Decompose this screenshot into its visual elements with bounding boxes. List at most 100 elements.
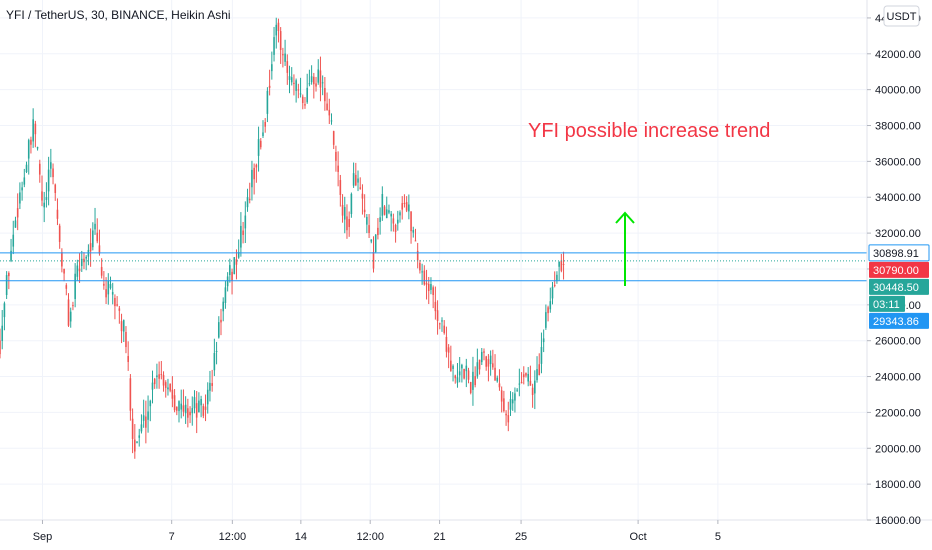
candle-body <box>19 192 21 204</box>
candle-body <box>156 375 158 378</box>
time-tick-label: Oct <box>630 531 647 543</box>
candle-body <box>359 187 362 189</box>
candle-body <box>485 356 487 367</box>
candle-body <box>361 193 364 199</box>
candle-body <box>160 374 163 376</box>
candle-body <box>374 234 377 252</box>
candle-body <box>67 299 70 326</box>
candle-body <box>343 207 346 220</box>
candle-body <box>383 206 386 215</box>
candle-body <box>341 204 344 216</box>
candle-body <box>297 89 300 91</box>
candle-body <box>335 151 337 161</box>
candle-body <box>52 168 54 178</box>
candle-body <box>560 260 563 271</box>
candle-body <box>83 258 85 263</box>
candle-body <box>447 347 450 353</box>
candle-body <box>388 210 390 213</box>
candle-body <box>463 368 465 379</box>
candle-body <box>3 303 6 318</box>
candle-body <box>1 325 4 341</box>
candle-body <box>381 194 384 216</box>
candle-body <box>514 393 516 401</box>
candle-body <box>30 139 32 145</box>
price-badge <box>869 261 929 278</box>
candle-body <box>125 332 127 348</box>
price-tick-label: 42000.00 <box>875 49 921 61</box>
candle-body <box>195 403 198 418</box>
candle-body <box>176 406 178 411</box>
time-tick-label: 25 <box>515 531 527 543</box>
candle-body <box>43 202 45 208</box>
candle-body <box>271 64 273 72</box>
candle-body <box>8 272 10 277</box>
candle-body <box>536 369 538 381</box>
candle-body <box>78 268 81 272</box>
candle-body <box>153 378 156 385</box>
candle-body <box>483 351 485 353</box>
time-tick-label: 12:00 <box>356 531 384 543</box>
candle-body <box>120 321 123 332</box>
candle-body <box>494 367 496 381</box>
candle-body <box>116 304 118 306</box>
candle-body <box>518 383 521 385</box>
candle-body <box>408 204 410 212</box>
candle-body <box>229 265 231 276</box>
candle-body <box>94 223 96 230</box>
candle-body <box>21 187 23 191</box>
candle-body <box>282 54 284 56</box>
candle-body <box>12 234 15 247</box>
candle-body <box>169 383 171 391</box>
candle-body <box>372 252 375 269</box>
candle-body <box>63 268 65 274</box>
candle-body <box>562 263 565 265</box>
candle-body <box>50 162 52 169</box>
annotation-text[interactable]: YFI possible increase trend <box>528 120 770 142</box>
time-tick-label: 7 <box>169 531 175 543</box>
candle-body <box>540 347 543 364</box>
candle-body <box>315 83 317 87</box>
candle-body <box>445 336 448 352</box>
candle-body <box>454 375 457 379</box>
price-badge-label: 29343.86 <box>873 316 919 328</box>
candle-body <box>348 219 350 228</box>
candle-body <box>184 404 187 414</box>
candle-body <box>432 287 434 295</box>
candle-body <box>286 61 289 73</box>
candle-body <box>355 174 357 186</box>
candle-body <box>76 265 79 277</box>
candle-body <box>266 90 269 114</box>
candle-body <box>505 413 507 416</box>
price-lines[interactable] <box>0 252 867 282</box>
candle-body <box>100 266 103 276</box>
candle-body <box>103 283 105 286</box>
candle-body <box>142 415 145 421</box>
candle-body <box>452 365 454 369</box>
candle-body <box>226 276 229 287</box>
candle-body <box>284 53 286 62</box>
candle-body <box>368 225 370 234</box>
candle-body <box>25 164 28 172</box>
candle-body <box>109 284 112 289</box>
candle-body <box>410 211 412 232</box>
arrow-up-icon[interactable] <box>615 211 635 286</box>
candle-body <box>370 239 373 242</box>
candle-body <box>56 209 59 219</box>
candle-body <box>36 147 39 149</box>
candle-body <box>105 289 107 298</box>
candle-body <box>45 197 48 200</box>
candle-body <box>308 83 311 85</box>
candle-body <box>538 364 541 376</box>
symbol-title: YFI / TetherUS, 30, BINANCE, Heikin Ashi <box>6 8 231 22</box>
time-axis[interactable]: Sep 7 12:00 14 12:00 21 25 Oct 5 <box>33 520 721 543</box>
candle-body <box>412 230 415 233</box>
candle-body <box>324 87 326 102</box>
currency-button[interactable]: USDT <box>883 5 920 27</box>
candle-body <box>41 191 43 201</box>
candles[interactable] <box>0 17 565 459</box>
candle-body <box>313 76 315 85</box>
candle-body <box>385 209 388 219</box>
candle-body <box>178 401 180 412</box>
candle-body <box>500 390 503 402</box>
